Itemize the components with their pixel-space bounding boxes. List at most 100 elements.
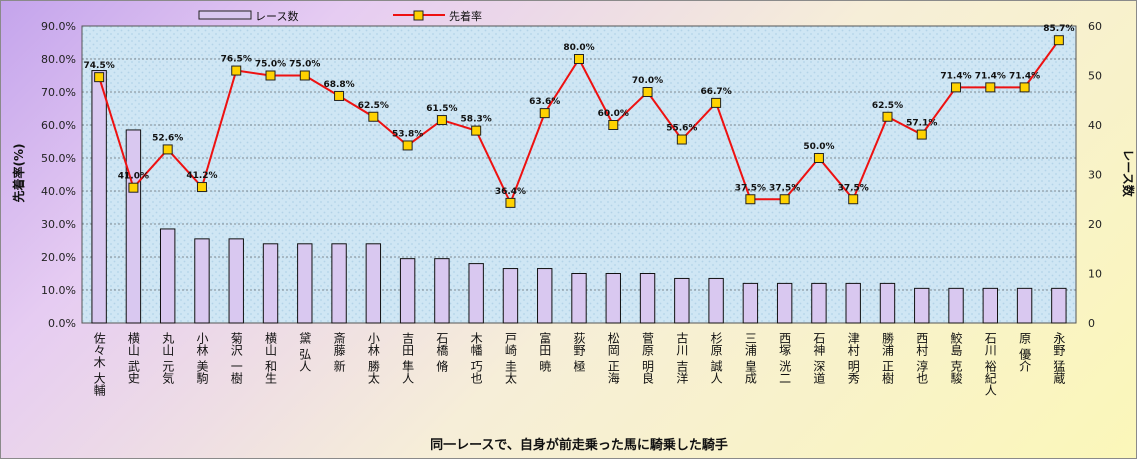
rate-point (299, 70, 310, 81)
bar (297, 243, 313, 324)
rate-data-label: 55.6% (666, 124, 697, 134)
rate-point (94, 72, 105, 83)
right-tick-label: 60 (1088, 20, 1102, 33)
category-label: 吉田 隼人 (401, 332, 415, 384)
bar (742, 282, 759, 324)
legend-label-rate: 先着率 (449, 9, 482, 23)
rate-point (779, 194, 790, 205)
right-tick-label: 20 (1088, 218, 1102, 231)
rate-data-label: 85.7% (1043, 24, 1074, 34)
category-label: 佐々木 大輔 (92, 332, 106, 397)
rate-data-label: 50.0% (803, 142, 834, 152)
rate-point (539, 108, 550, 119)
rate-point (711, 97, 722, 108)
category-label: 横山 和生 (264, 332, 278, 384)
category-label: 小林 美駒 (195, 332, 209, 385)
rate-data-label: 57.1% (906, 119, 937, 129)
right-tick-label: 10 (1088, 268, 1102, 281)
rate-data-label: 75.0% (255, 60, 286, 70)
category-label: 斎藤 新 (332, 331, 346, 372)
rate-data-label: 68.8% (323, 80, 354, 90)
bar (605, 273, 621, 324)
rate-point (951, 82, 962, 93)
rate-data-label: 37.5% (735, 183, 766, 193)
bar (159, 228, 176, 324)
rate-data-label: 36.4% (495, 187, 526, 197)
left-tick-label: 80.0% (41, 53, 76, 66)
bar (537, 268, 553, 324)
category-label: 杉原 誠人 (709, 332, 723, 384)
rate-point (676, 134, 687, 145)
rate-data-label: 76.5% (221, 55, 252, 65)
left-tick-label: 90.0% (41, 20, 76, 33)
category-label: 古川 吉洋 (675, 331, 689, 384)
category-label: 横山 武史 (126, 332, 140, 384)
right-axis-title: レース数 (1121, 149, 1136, 197)
bar (125, 129, 142, 324)
legend-label-bars: レース数 (255, 10, 298, 23)
rate-point (745, 194, 756, 205)
rate-data-label: 62.5% (872, 101, 903, 111)
bar (1051, 287, 1067, 324)
bar (571, 273, 587, 324)
rate-point (368, 111, 379, 122)
bar (228, 238, 244, 324)
rate-data-label: 41.2% (186, 171, 217, 181)
right-tick-label: 50 (1088, 70, 1102, 83)
rate-point (985, 82, 996, 93)
right-tick-label: 30 (1088, 169, 1102, 182)
rate-point (505, 197, 516, 208)
category-label: 石川 裕紀人 (983, 332, 997, 396)
rate-point (265, 70, 276, 81)
rate-point (196, 182, 207, 193)
rate-point (848, 194, 859, 205)
rate-data-label: 37.5% (769, 183, 800, 193)
category-label: 丸山 元気 (161, 332, 175, 385)
left-tick-label: 30.0% (41, 218, 76, 231)
bar (434, 258, 450, 324)
rate-point (1053, 35, 1064, 46)
bar (194, 238, 210, 324)
category-label: 黛 弘人 (298, 332, 312, 372)
category-label: 菊沢 一樹 (229, 332, 243, 384)
bar (948, 287, 964, 324)
category-label: 永野 猛蔵 (1052, 332, 1066, 385)
legend: レース数 先着率 (198, 9, 482, 23)
rate-point (402, 140, 413, 151)
rate-data-label: 52.6% (152, 133, 183, 143)
rate-data-label: 74.5% (84, 61, 115, 71)
category-label: 荻野 極 (572, 332, 586, 372)
rate-data-label: 70.0% (632, 76, 663, 86)
right-tick-label: 0 (1088, 317, 1095, 330)
category-label: 西村 淳也 (915, 332, 929, 384)
bar (776, 282, 793, 324)
rate-data-label: 62.5% (358, 101, 389, 111)
rate-data-label: 66.7% (700, 87, 731, 97)
rate-data-label: 37.5% (838, 183, 869, 193)
bar (1016, 287, 1033, 324)
category-label: 菅原 明良 (641, 332, 655, 385)
rate-point (471, 125, 482, 136)
bar (502, 268, 519, 324)
left-tick-label: 10.0% (41, 284, 76, 297)
bar (845, 282, 861, 324)
rate-data-label: 63.6% (529, 97, 560, 107)
left-tick-label: 50.0% (41, 152, 76, 165)
rate-data-label: 71.4% (940, 71, 971, 81)
bar (708, 277, 724, 324)
bar (468, 263, 484, 324)
x-axis-title: 同一レースで、自身が前走乗った馬に騎乗した騎手 (430, 437, 728, 453)
rate-data-label: 60.0% (598, 109, 629, 119)
category-label: 戸崎 圭太 (503, 332, 517, 384)
bar (879, 282, 896, 324)
legend-marker-rate (413, 10, 424, 21)
category-label: 鮫島 克駿 (949, 331, 963, 385)
rate-data-label: 41.0% (118, 172, 149, 182)
category-label: 石神 深道 (812, 332, 826, 384)
category-label: 三浦 皇成 (743, 332, 757, 384)
rate-data-label: 71.4% (975, 71, 1006, 81)
rate-point (162, 144, 173, 155)
category-label: 西塚 洸二 (778, 332, 792, 384)
